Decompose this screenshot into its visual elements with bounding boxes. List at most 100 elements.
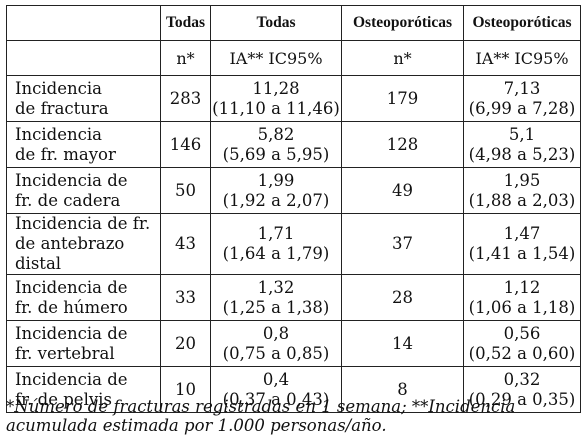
n-all-cell: 43 xyxy=(160,213,211,275)
row-label-cell-text: Incidencia de xyxy=(15,369,128,389)
ia-ost-cell-text: (0,29 a 0,35) xyxy=(468,389,576,409)
n-all-cell: 283 xyxy=(160,75,211,122)
subheader-row: n* IA** IC95% n* IA** IC95% xyxy=(6,40,581,76)
header-todas-ia: Todas xyxy=(210,5,342,41)
footnote-line: *Número de fracturas registradas en 1 se… xyxy=(6,397,516,416)
ia-all-cell-text: (1,64 a 1,79) xyxy=(222,244,330,263)
n-all-cell: 33 xyxy=(160,274,211,321)
table-row: Incidencia de fr. vertebral 20 0,8 (0,75 a 0… xyxy=(6,320,581,367)
row-label-cell: Incidencia de fractura xyxy=(6,75,161,122)
ia-ost-cell: 1,95 (1,88 a 2,03) xyxy=(463,167,581,214)
ia-all-cell-text: 1,32 xyxy=(257,277,295,297)
ia-ost-cell: 0,32 (0,29 a 0,35) xyxy=(463,366,581,413)
row-label-cell: Incidencia de fr. mayor xyxy=(6,121,161,168)
ia-all-cell-text: (1,25 a 1,38) xyxy=(222,297,330,317)
ia-ost-cell-text: (4,98 a 5,23) xyxy=(468,144,576,164)
n-all-cell-text: 146 xyxy=(169,134,202,154)
n-ost-cell-text: 179 xyxy=(386,88,419,108)
ia-ost-cell-text: 1,95 xyxy=(503,170,541,190)
row-label-cell-text: Incidencia de xyxy=(15,277,128,297)
fracture-incidence-table: Todas Todas Osteoporóticas Osteoporótica… xyxy=(6,5,581,413)
ia-ost-cell: 5,1 (4,98 a 5,23) xyxy=(463,121,581,168)
ia-ost-cell-text: (0,52 a 0,60) xyxy=(468,343,576,363)
ia-all-cell-text: 0,4 xyxy=(262,369,290,389)
table-row: Incidencia de fractura 283 11,28 (11,10 a 11… xyxy=(6,75,581,122)
row-label-cell: Incidencia de fr. de antebrazo distal xyxy=(6,213,161,275)
subheader-ia-ost: IA** IC95% xyxy=(463,40,581,76)
subheader-ia-all: IA** IC95% xyxy=(210,40,342,76)
n-all-cell-text: 20 xyxy=(175,333,196,353)
row-label-cell: Incidencia de fr. de húmero xyxy=(6,274,161,321)
table-row: Incidencia de fr. de pelvis 10 0,4 (0,37 a 0… xyxy=(6,366,581,413)
ia-ost-cell-text: 1,47 xyxy=(503,224,541,243)
table-row: Incidencia de fr. mayor 146 5,82 (5,69 a 5,9… xyxy=(6,121,581,168)
header-osteoporoticas-n: Osteoporóticas xyxy=(341,5,464,41)
n-ost-cell-text: 49 xyxy=(392,180,413,200)
ia-ost-cell-text: 7,13 xyxy=(503,78,541,98)
n-ost-cell: 179 xyxy=(341,75,464,122)
n-all-cell-text: 10 xyxy=(175,379,196,399)
subheader-cell-empty xyxy=(6,40,161,76)
row-label-cell-text: fr. de húmero xyxy=(15,297,128,317)
row-label-cell-text: Incidencia xyxy=(15,78,102,98)
n-ost-cell: 8 xyxy=(341,366,464,413)
ia-all-cell: 0,8 (0,75 a 0,85) xyxy=(210,320,342,367)
row-label-cell-text: de fractura xyxy=(15,98,109,118)
row-label-cell-text: Incidencia de xyxy=(15,323,128,343)
ia-all-cell-text: (11,10 a 11,46) xyxy=(212,98,340,118)
n-ost-cell-text: 14 xyxy=(392,333,413,353)
header-osteoporoticas-ia: Osteoporóticas xyxy=(463,5,581,41)
ia-all-cell: 11,28 (11,10 a 11,46) xyxy=(210,75,342,122)
n-all-cell: 10 xyxy=(160,366,211,413)
ia-all-cell: 1,32 (1,25 a 1,38) xyxy=(210,274,342,321)
n-all-cell: 146 xyxy=(160,121,211,168)
n-ost-cell: 28 xyxy=(341,274,464,321)
ia-all-cell-text: (5,69 a 5,95) xyxy=(222,144,330,164)
row-label-cell: Incidencia de fr. de cadera xyxy=(6,167,161,214)
n-ost-cell: 37 xyxy=(341,213,464,275)
n-ost-cell: 14 xyxy=(341,320,464,367)
n-all-cell-text: 283 xyxy=(169,88,202,108)
ia-all-cell: 1,99 (1,92 a 2,07) xyxy=(210,167,342,214)
header-cell-empty xyxy=(6,5,161,41)
ia-ost-cell: 1,12 (1,06 a 1,18) xyxy=(463,274,581,321)
n-all-cell: 20 xyxy=(160,320,211,367)
row-label-cell-text: fr. de pelvis xyxy=(15,389,112,409)
ia-ost-cell: 0,56 (0,52 a 0,60) xyxy=(463,320,581,367)
n-all-cell-text: 33 xyxy=(175,287,196,307)
ia-all-cell-text: (0,37 a 0,43) xyxy=(222,389,330,409)
footnote: *Número de fracturas registradas en 1 se… xyxy=(6,397,582,435)
ia-ost-cell-text: (1,41 a 1,54) xyxy=(468,244,576,263)
row-label-cell-text: de fr. mayor xyxy=(15,144,116,164)
ia-all-cell-text: 0,8 xyxy=(262,323,290,343)
ia-all-cell-text: (0,75 a 0,85) xyxy=(222,343,330,363)
ia-all-cell-text: 11,28 xyxy=(252,78,300,98)
n-all-cell-text: 50 xyxy=(175,180,196,200)
ia-ost-cell: 7,13 (6,99 a 7,28) xyxy=(463,75,581,122)
ia-ost-cell: 1,47 (1,41 a 1,54) xyxy=(463,213,581,275)
n-ost-cell: 49 xyxy=(341,167,464,214)
ia-all-cell: 0,4 (0,37 a 0,43) xyxy=(210,366,342,413)
ia-ost-cell-text: (6,99 a 7,28) xyxy=(468,98,576,118)
subheader-n-all: n* xyxy=(160,40,211,76)
ia-ost-cell-text: 1,12 xyxy=(503,277,541,297)
ia-all-cell-text: 1,71 xyxy=(257,224,295,243)
table-row: Incidencia de fr. de húmero 33 1,32 (1,25 a … xyxy=(6,274,581,321)
ia-all-cell-text: 1,99 xyxy=(257,170,295,190)
header-row: Todas Todas Osteoporóticas Osteoporótica… xyxy=(6,5,581,41)
n-ost-cell-text: 128 xyxy=(386,134,419,154)
row-label-cell-text: fr. vertebral xyxy=(15,343,115,363)
footnote-line: acumulada estimada por 1.000 personas/añ… xyxy=(6,416,387,435)
ia-ost-cell-text: (1,88 a 2,03) xyxy=(468,190,576,210)
row-label-cell: Incidencia de fr. vertebral xyxy=(6,320,161,367)
ia-all-cell: 5,82 (5,69 a 5,95) xyxy=(210,121,342,168)
n-all-cell-text: 43 xyxy=(175,234,196,253)
row-label-cell-text: Incidencia de fr. xyxy=(15,214,151,233)
n-ost-cell-text: 28 xyxy=(392,287,413,307)
n-ost-cell-text: 37 xyxy=(392,234,413,253)
row-label-cell-text: Incidencia de xyxy=(15,170,128,190)
ia-ost-cell-text: 0,56 xyxy=(503,323,541,343)
n-ost-cell-text: 8 xyxy=(397,379,408,399)
ia-all-cell: 1,71 (1,64 a 1,79) xyxy=(210,213,342,275)
row-label-cell: Incidencia de fr. de pelvis xyxy=(6,366,161,413)
